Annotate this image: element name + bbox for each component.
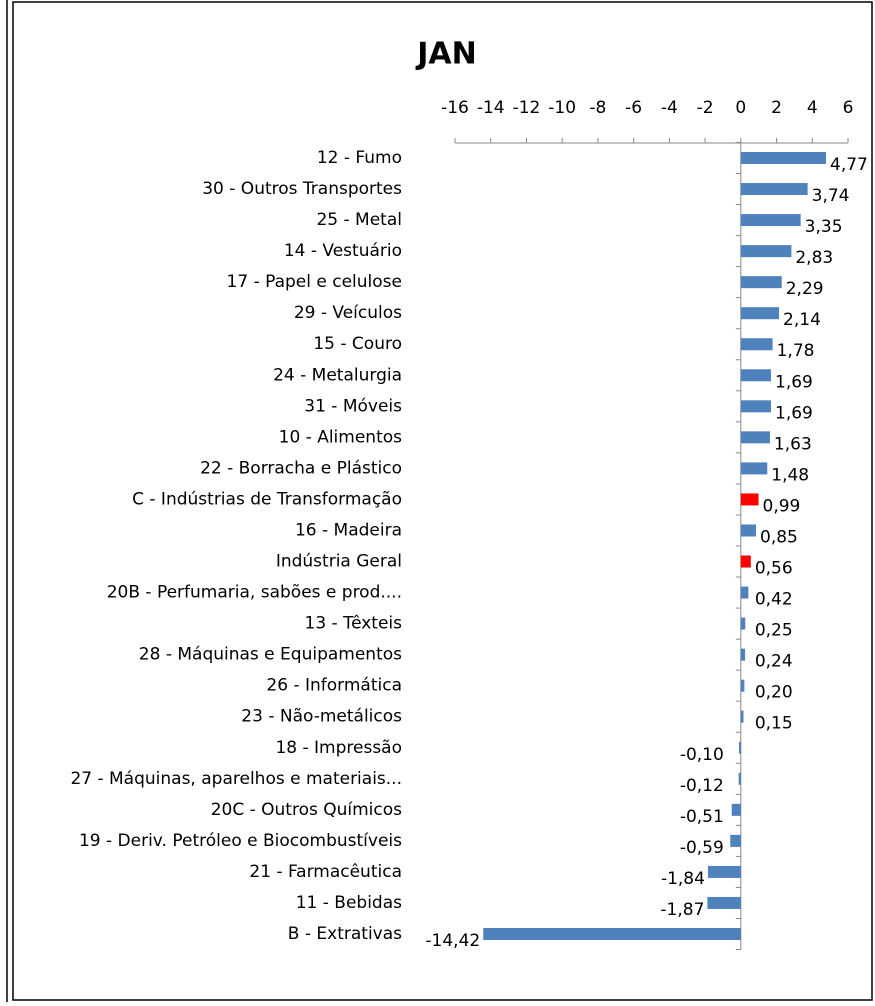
bar	[739, 741, 741, 754]
value-label: -0,12	[680, 776, 724, 796]
x-tick-label: 6	[843, 98, 854, 118]
value-label: -14,42	[425, 931, 480, 951]
category-label: 21 - Farmacêutica	[249, 862, 402, 882]
bar	[730, 834, 741, 847]
x-tick-label: -6	[625, 98, 642, 118]
value-label: 1,69	[775, 403, 813, 423]
category-label: 16 - Madeira	[295, 520, 402, 540]
value-label: 1,78	[777, 341, 815, 361]
category-label: 30 - Outros Transportes	[202, 179, 402, 199]
category-label: 11 - Bebidas	[296, 893, 402, 913]
category-label: 20C - Outros Químicos	[211, 800, 402, 820]
value-label: 1,48	[771, 465, 809, 485]
value-label: 0,25	[755, 621, 793, 641]
bar	[707, 865, 741, 878]
bar	[740, 431, 770, 444]
value-label: 0,56	[755, 559, 793, 579]
chart-title: JAN	[415, 37, 477, 72]
x-tick-label: -8	[589, 98, 606, 118]
category-label: B - Extrativas	[288, 924, 402, 944]
category-label: 18 - Impressão	[275, 738, 402, 758]
value-label: 0,42	[755, 590, 793, 610]
bar	[740, 648, 746, 661]
category-label: 10 - Alimentos	[279, 427, 403, 447]
x-tick-label: -4	[661, 98, 678, 118]
bar	[740, 710, 744, 723]
value-label: 0,24	[755, 652, 793, 672]
value-label: 2,83	[795, 248, 833, 268]
x-tick-label: -2	[697, 98, 714, 118]
category-label: 20B - Perfumaria, sabões e prod....	[107, 583, 402, 603]
category-label: 12 - Fumo	[317, 148, 402, 168]
category-label: 14 - Vestuário	[284, 241, 402, 261]
category-label: 17 - Papel e celulose	[227, 272, 402, 292]
bar	[731, 803, 741, 816]
value-label: 3,35	[805, 217, 843, 237]
value-label: -0,10	[680, 745, 724, 765]
x-tick-label: 0	[735, 98, 746, 118]
category-label: 22 - Borracha e Plástico	[200, 458, 402, 478]
bar	[740, 369, 772, 382]
bar	[707, 896, 741, 909]
value-label: 0,99	[763, 496, 801, 516]
bar	[740, 524, 757, 537]
bar	[738, 772, 741, 785]
bar	[740, 400, 772, 413]
value-label: -0,59	[680, 838, 724, 858]
category-label: 31 - Móveis	[304, 396, 402, 416]
category-label: C - Indústrias de Transformação	[132, 489, 402, 509]
x-tick-label: -16	[441, 98, 469, 118]
bar	[740, 555, 751, 568]
bar	[740, 586, 749, 599]
bar	[740, 493, 759, 506]
value-label: 0,15	[755, 714, 793, 734]
value-label: 1,63	[774, 434, 812, 454]
value-label: -0,51	[680, 807, 724, 827]
bar	[740, 307, 780, 320]
bar	[740, 338, 773, 351]
category-label: Indústria Geral	[276, 552, 402, 572]
value-label: 2,14	[783, 310, 821, 330]
bar	[740, 245, 792, 258]
value-label: 0,85	[760, 527, 798, 547]
value-label: 3,74	[812, 186, 850, 206]
category-label: 15 - Couro	[313, 334, 402, 354]
value-label: 1,69	[775, 372, 813, 392]
bar	[740, 276, 782, 289]
value-label: 0,20	[755, 683, 793, 703]
bar	[483, 928, 741, 940]
bar	[740, 617, 746, 630]
value-label: -1,84	[661, 869, 705, 889]
x-tick-label: 4	[807, 98, 818, 118]
category-label: 27 - Máquinas, aparelhos e materiais...	[70, 769, 402, 789]
bar	[740, 152, 827, 164]
category-label: 29 - Veículos	[294, 303, 402, 323]
category-label: 26 - Informática	[266, 676, 402, 696]
x-tick-label: -14	[477, 98, 505, 118]
bar	[740, 679, 745, 692]
category-label: 25 - Metal	[316, 210, 402, 230]
chart-border	[12, 1, 873, 1001]
value-label: 4,77	[830, 155, 868, 175]
x-tick-label: 2	[771, 98, 782, 118]
x-tick-label: -10	[548, 98, 576, 118]
bar	[740, 462, 768, 475]
bar	[740, 183, 808, 196]
category-label: 24 - Metalurgia	[273, 365, 402, 385]
category-label: 28 - Máquinas e Equipamentos	[139, 645, 402, 665]
value-label: -1,87	[660, 900, 704, 920]
category-label: 23 - Não-metálicos	[241, 707, 402, 727]
bar	[740, 214, 801, 227]
value-label: 2,29	[786, 279, 824, 299]
x-tick-label: -12	[513, 98, 541, 118]
category-label: 13 - Têxteis	[305, 614, 403, 634]
category-label: 19 - Deriv. Petróleo e Biocombustíveis	[79, 831, 402, 851]
